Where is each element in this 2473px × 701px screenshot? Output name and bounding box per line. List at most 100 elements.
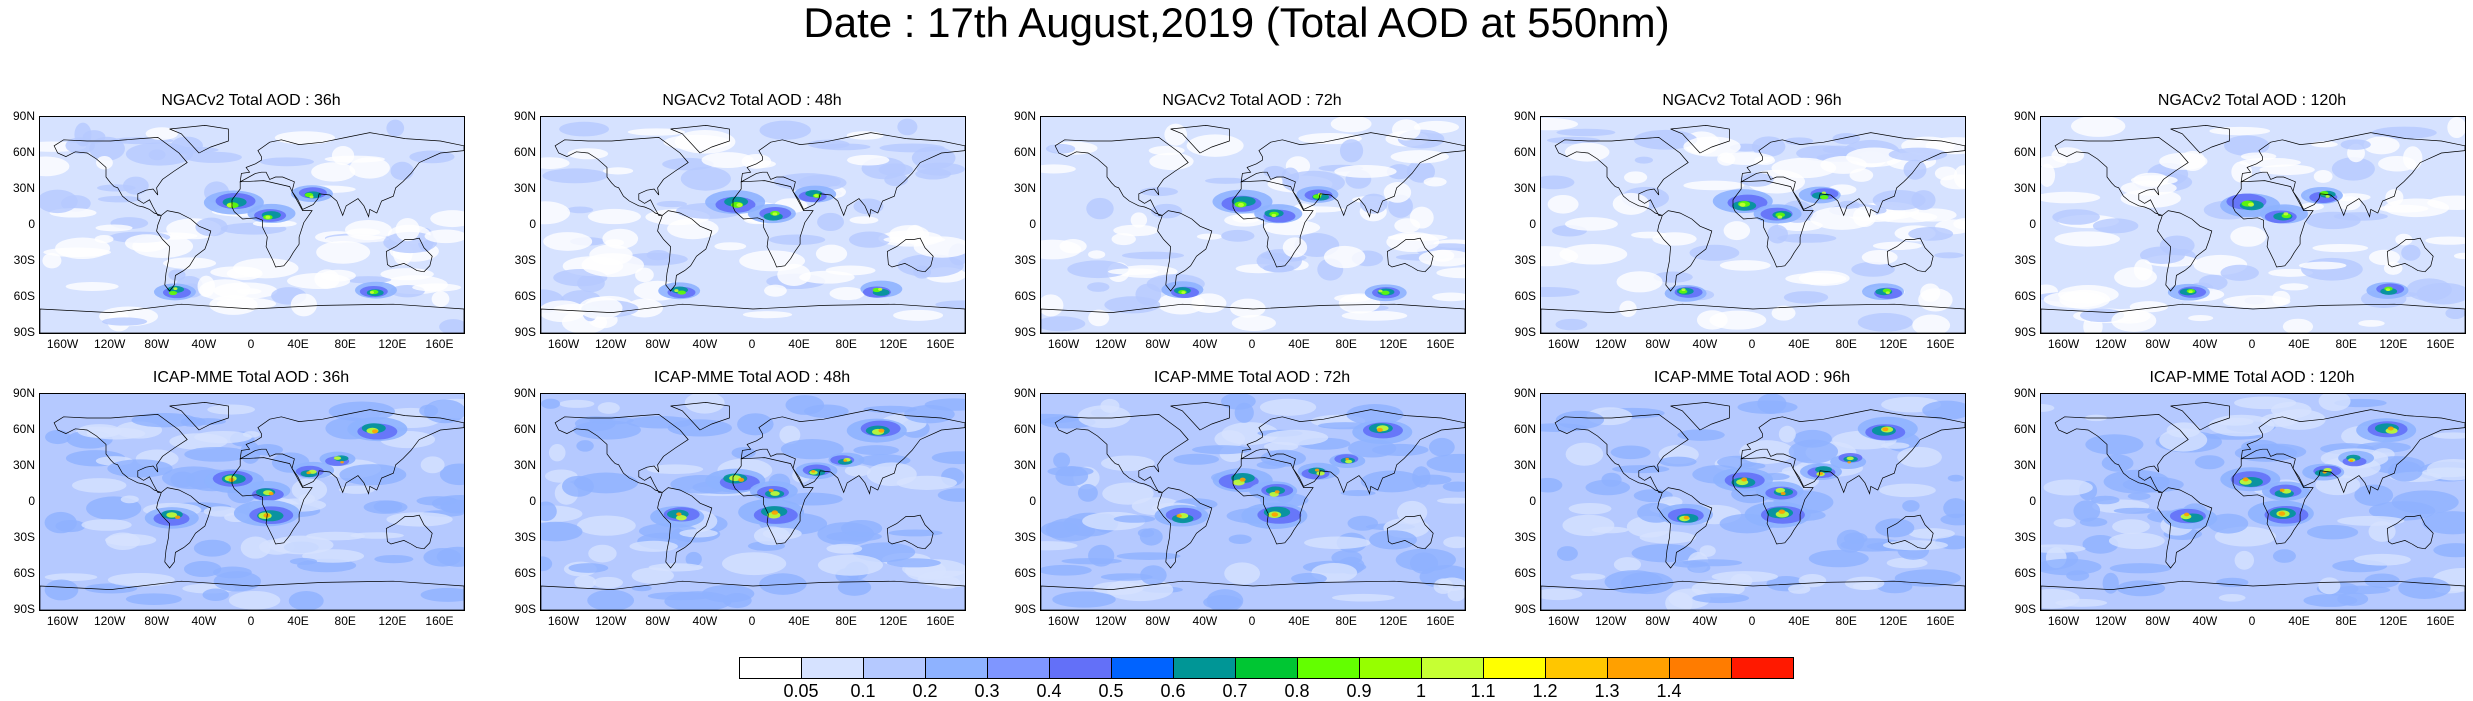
lon-tick-label: 80W xyxy=(1145,614,1171,628)
lon-tick-label: 0 xyxy=(1248,337,1256,351)
colorbar-label: 1 xyxy=(1415,681,1426,701)
lat-tick-label: 0 xyxy=(28,217,35,231)
aod-field xyxy=(40,117,464,333)
lon-tick-label: 40E xyxy=(287,337,309,351)
lat-tick-label: 30S xyxy=(13,253,35,267)
lon-tick-label: 40E xyxy=(788,337,810,351)
lat-tick-label: 90S xyxy=(1014,602,1036,616)
lat-tick-label: 30S xyxy=(2014,253,2036,267)
lon-tick-label: 120W xyxy=(1594,337,1627,351)
figure-title: Date : 17th August,2019 (Total AOD at 55… xyxy=(803,0,1670,46)
lat-tick-label: 0 xyxy=(1029,494,1036,508)
lat-tick-label: 90N xyxy=(1513,109,1536,123)
lat-tick-label: 60S xyxy=(2014,566,2036,580)
lon-tick-label: 160W xyxy=(1547,337,1580,351)
lon-tick-label: 160E xyxy=(926,337,955,351)
lon-tick-label: 120W xyxy=(1094,337,1127,351)
panel-title: ICAP-MME Total AOD : 48h xyxy=(653,369,851,386)
lat-tick-label: 30N xyxy=(2013,181,2036,195)
aod-field xyxy=(2041,394,2465,610)
lon-tick-label: 40W xyxy=(191,337,217,351)
aod-map xyxy=(1540,393,1966,611)
colorbar-label: 0.3 xyxy=(974,681,1000,701)
panel-title: NGACv2 Total AOD : 96h xyxy=(1662,92,1842,109)
aod-map xyxy=(2040,116,2466,334)
lon-tick-label: 40W xyxy=(191,614,217,628)
lon-tick-label: 40W xyxy=(2192,614,2218,628)
lat-tick-label: 90S xyxy=(13,602,35,616)
lat-tick-label: 90S xyxy=(1014,325,1036,339)
lon-tick-label: 40E xyxy=(2288,614,2310,628)
map-panel: ICAP-MME Total AOD : 48h 90N 60N 30N 0 30S 60S… xyxy=(500,369,1004,633)
lat-tick-label: 0 xyxy=(529,494,536,508)
lat-tick-label: 30S xyxy=(13,530,35,544)
lon-tick-label: 40E xyxy=(1788,337,1810,351)
lat-tick-label: 30S xyxy=(1014,253,1036,267)
lon-tick-label: 160E xyxy=(926,614,955,628)
lon-tick-label: 120W xyxy=(2094,614,2127,628)
lat-tick-label: 30S xyxy=(1514,253,1536,267)
lon-tick-label: 0 xyxy=(748,614,756,628)
aod-map xyxy=(39,393,465,611)
panel-title: NGACv2 Total AOD : 120h xyxy=(2157,92,2347,109)
lon-tick-label: 80W xyxy=(645,614,671,628)
lon-tick-label: 80W xyxy=(645,337,671,351)
aod-map xyxy=(1040,393,1466,611)
colorbar-swatch xyxy=(801,657,864,679)
lat-tick-label: 90N xyxy=(2013,109,2036,123)
lon-tick-label: 40E xyxy=(1288,337,1310,351)
map-panel: NGACv2 Total AOD : 96h 90N 60N 30N 0 30S 60S 90… xyxy=(1500,92,2004,356)
lon-tick-label: 120W xyxy=(594,614,627,628)
colorbar-label: 0.05 xyxy=(783,681,819,701)
panel-title: ICAP-MME Total AOD : 72h xyxy=(1153,369,1351,386)
lon-tick-label: 80E xyxy=(2335,614,2357,628)
lat-tick-label: 60N xyxy=(12,422,35,436)
colorbar: 0.05 0.1 0.2 0.3 0.4 0.5 0.6 0.7 0.8 0.9 1 1.1 1.2 1.… xyxy=(739,657,1794,701)
aod-field xyxy=(1541,117,1965,333)
lon-tick-label: 80W xyxy=(2145,614,2171,628)
map-panel: NGACv2 Total AOD : 120h 90N 60N 30N 0 30S 60S 9… xyxy=(2000,92,2473,356)
lon-tick-label: 40E xyxy=(1288,614,1310,628)
lon-tick-label: 80W xyxy=(2145,337,2171,351)
lon-tick-label: 80E xyxy=(334,337,356,351)
colorbar-label: 0.1 xyxy=(850,681,876,701)
lat-tick-label: 90S xyxy=(1514,602,1536,616)
colorbar-swatch xyxy=(1111,657,1174,679)
lat-tick-label: 90N xyxy=(1013,386,1036,400)
lat-tick-label: 30N xyxy=(513,458,536,472)
lon-tick-label: 120W xyxy=(1094,614,1127,628)
lon-tick-label: 0 xyxy=(2248,614,2256,628)
lat-tick-label: 60S xyxy=(514,566,536,580)
colorbar-label: 1.2 xyxy=(1532,681,1558,701)
lon-tick-label: 160E xyxy=(1926,614,1955,628)
lat-tick-label: 60N xyxy=(2013,145,2036,159)
lon-tick-label: 40W xyxy=(692,614,718,628)
lon-tick-label: 80E xyxy=(334,614,356,628)
lat-tick-label: 60S xyxy=(1514,289,1536,303)
colorbar-swatch xyxy=(863,657,926,679)
lat-tick-label: 60S xyxy=(13,566,35,580)
lat-tick-label: 90S xyxy=(514,602,536,616)
lon-tick-label: 160W xyxy=(46,337,79,351)
lon-tick-label: 80E xyxy=(1835,614,1857,628)
map-panel: ICAP-MME Total AOD : 36h 90N 60N 30N 0 30S 60S… xyxy=(0,369,503,633)
lat-tick-label: 60N xyxy=(12,145,35,159)
lon-tick-label: 0 xyxy=(748,337,756,351)
colorbar-label: 0.2 xyxy=(912,681,938,701)
aod-field xyxy=(40,394,464,610)
aod-field xyxy=(1541,394,1965,610)
lon-tick-label: 120E xyxy=(1879,614,1908,628)
lon-tick-label: 40E xyxy=(788,614,810,628)
lat-tick-label: 30N xyxy=(1513,181,1536,195)
panel-title: ICAP-MME Total AOD : 120h xyxy=(2149,369,2355,386)
lat-tick-label: 30N xyxy=(12,458,35,472)
lat-tick-label: 90S xyxy=(1514,325,1536,339)
map-panel: NGACv2 Total AOD : 48h 90N 60N 30N 0 30S 60S 90… xyxy=(500,92,1004,356)
colorbar-label: 0.7 xyxy=(1222,681,1248,701)
lat-tick-label: 30S xyxy=(514,530,536,544)
lat-tick-label: 90N xyxy=(2013,386,2036,400)
lat-tick-label: 60S xyxy=(1014,566,1036,580)
lat-tick-label: 30N xyxy=(513,181,536,195)
lat-tick-label: 60N xyxy=(1013,422,1036,436)
aod-map xyxy=(39,116,465,334)
